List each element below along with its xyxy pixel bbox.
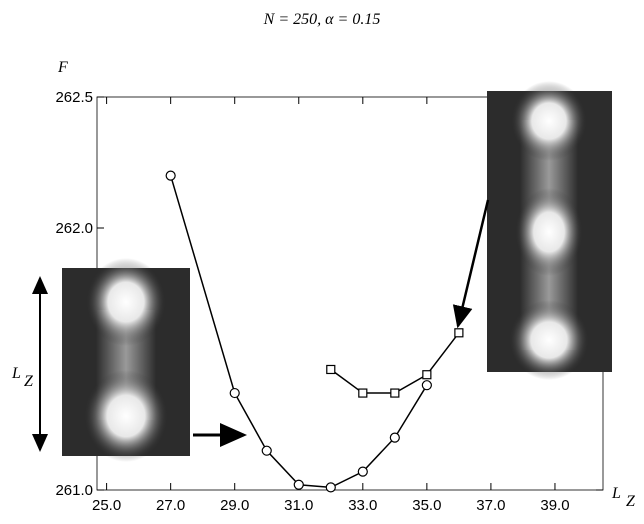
y-tick-label: 262.0: [55, 220, 93, 237]
point: [326, 483, 335, 492]
x-tick-label: 29.0: [220, 497, 249, 514]
point: [422, 381, 431, 390]
point: [359, 389, 367, 397]
inset-label-sub: Z: [24, 373, 34, 390]
x-tick-label: 33.0: [348, 497, 377, 514]
x-tick-label: 27.0: [156, 497, 185, 514]
y-tick-label: 261.0: [55, 482, 93, 499]
x-tick-label: 25.0: [92, 497, 121, 514]
point: [230, 389, 239, 398]
x-axis-label-sub: Z: [626, 493, 636, 510]
x-tick-label: 37.0: [476, 497, 505, 514]
x-tick-label: 39.0: [540, 497, 569, 514]
x-tick-label: 31.0: [284, 497, 313, 514]
point: [358, 467, 367, 476]
point: [166, 171, 175, 180]
chart: N = 250, α = 0.15 F L Z 25.0 27.0 29.0 31.0…: [0, 0, 644, 519]
point: [262, 446, 271, 455]
point: [455, 329, 463, 337]
y-tick-label: 262.5: [55, 89, 93, 106]
x-axis-label: L: [611, 485, 621, 502]
inset-left: [62, 258, 190, 462]
pointer-arrow: [458, 200, 488, 326]
point: [390, 433, 399, 442]
chart-title: N = 250, α = 0.15: [263, 11, 381, 28]
point: [327, 365, 335, 373]
series-line: [171, 176, 427, 488]
series-line: [331, 333, 459, 393]
x-tick-label: 35.0: [412, 497, 441, 514]
point: [423, 371, 431, 379]
y-axis-label: F: [57, 59, 68, 76]
inset-label: L: [11, 365, 21, 382]
point: [294, 480, 303, 489]
inset-right: [487, 81, 612, 380]
point: [391, 389, 399, 397]
